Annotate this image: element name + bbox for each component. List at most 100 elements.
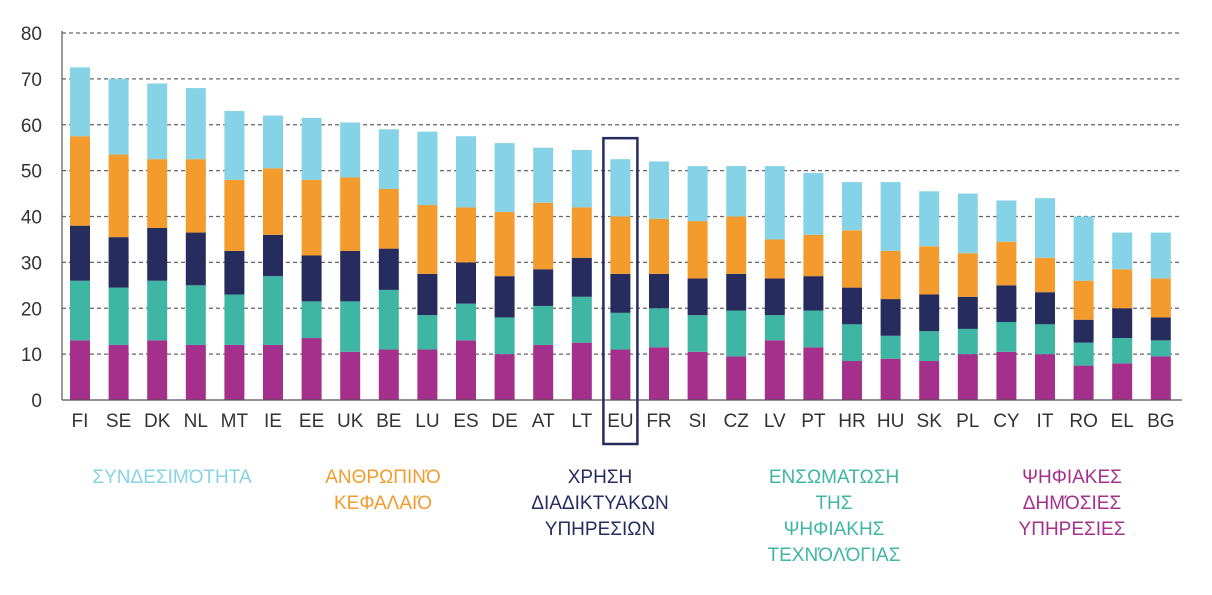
bar-segment-use_of_internet_services	[687, 278, 708, 316]
bar-segment-human_capital	[996, 241, 1017, 286]
bar-segment-human_capital	[919, 246, 940, 295]
legend-item-use_of_internet_services: ΧΡΗΣΗ ΔΙΑΔΙΚΤΥΑΚΩΝ ΥΠΗΡΕΣΙΩΝ	[531, 467, 668, 540]
bar-segment-integration_of_digital_technology	[610, 312, 631, 350]
y-tick-label: 30	[21, 253, 42, 274]
bar-segment-connectivity	[70, 67, 90, 137]
x-tick-label: LV	[764, 411, 786, 432]
bar-segment-integration_of_digital_technology	[1073, 342, 1094, 366]
bar-segment-human_capital	[185, 159, 206, 233]
legend-label: ΣΥΝΔΕΣΙΜΌΤΗΤΑ	[92, 467, 252, 488]
legend-item-integration_of_digital_technology: ΕΝΣΩΜΑΤΩΣΗ ΤΗΣ ΨΗΦΙΑΚΗΣ ΤΕΧΝΌΛΌΓΙΑΣ	[768, 467, 901, 566]
bar-segment-integration_of_digital_technology	[1150, 340, 1171, 357]
bar-segment-digital_public_services	[957, 354, 978, 400]
bar-segment-human_capital	[649, 218, 669, 274]
bar-segment-use_of_internet_services	[108, 237, 129, 288]
bar-segment-use_of_internet_services	[764, 278, 785, 316]
legend: ΣΥΝΔΕΣΙΜΌΤΗΤΑ ΑΝΘΡΩΠΙΝΌ ΚΕΦΑΛΑΙΌ ΧΡΗΣΗ ΔΙΑΔΙ…	[92, 467, 1125, 566]
bar-segment-connectivity	[842, 182, 862, 231]
bar-segment-integration_of_digital_technology	[1112, 338, 1133, 364]
bar-segment-connectivity	[726, 166, 747, 217]
x-tick-label: RO	[1069, 411, 1098, 432]
bar-segment-integration_of_digital_technology	[494, 317, 515, 355]
bar-segment-digital_public_services	[1150, 356, 1171, 400]
x-tick-label: EU	[607, 411, 633, 432]
bar-segment-use_of_internet_services	[456, 262, 476, 304]
bar-segment-human_capital	[456, 207, 476, 263]
bar-segment-human_capital	[1112, 269, 1133, 309]
bar-segment-connectivity	[803, 172, 824, 235]
bar-segment-use_of_internet_services	[919, 294, 940, 332]
bar-segment-digital_public_services	[378, 349, 399, 400]
legend-label: ΑΝΘΡΩΠΙΝΌ	[325, 467, 440, 488]
bar-segment-human_capital	[378, 188, 399, 249]
legend-label: ΤΕΧΝΌΛΌΓΙΑΣ	[768, 545, 901, 566]
bar-segment-digital_public_services	[417, 349, 438, 400]
bar-segment-integration_of_digital_technology	[1035, 324, 1055, 355]
bar-segment-human_capital	[70, 136, 90, 226]
legend-label: ΧΡΗΣΗ	[568, 467, 633, 488]
x-tick-label: PL	[956, 411, 979, 432]
x-tick-label: AT	[532, 411, 555, 432]
bar-segment-integration_of_digital_technology	[417, 315, 438, 350]
x-tick-label: EL	[1111, 411, 1134, 432]
bar-segment-use_of_internet_services	[957, 296, 978, 329]
bar-segment-human_capital	[147, 159, 168, 228]
y-tick-label: 0	[31, 391, 42, 412]
bar-segment-use_of_internet_services	[301, 255, 322, 302]
bar-segment-integration_of_digital_technology	[764, 315, 785, 341]
bar-segment-integration_of_digital_technology	[263, 276, 283, 345]
bar-segment-integration_of_digital_technology	[726, 310, 747, 357]
bar-segment-use_of_internet_services	[263, 234, 283, 277]
legend-label: ΤΗΣ	[815, 493, 852, 514]
x-tick-label: UK	[337, 411, 364, 432]
axes: 0 10 20 30 40 50 60 70 80 FI SE DK NL MT IE EE UK BE LU ES D…	[21, 24, 1182, 446]
bar-segment-connectivity	[224, 110, 245, 180]
bar-segment-integration_of_digital_technology	[957, 328, 978, 355]
x-tick-label: SI	[689, 411, 707, 432]
y-tick-label: 60	[21, 116, 42, 137]
bar-segment-connectivity	[456, 136, 476, 208]
bar-segment-use_of_internet_services	[842, 287, 862, 325]
bar-segment-human_capital	[1035, 257, 1055, 293]
bar-segment-digital_public_services	[880, 358, 901, 400]
bar-segment-use_of_internet_services	[224, 250, 245, 295]
bar-segment-human_capital	[571, 207, 592, 258]
bar-segment-connectivity	[108, 78, 129, 155]
bar-segment-digital_public_services	[147, 340, 168, 400]
x-tick-label: NL	[184, 411, 208, 432]
legend-label: ΔΙΑΔΙΚΤΥΑΚΩΝ	[531, 493, 668, 514]
bar-segment-connectivity	[533, 147, 554, 203]
bar-segment-use_of_internet_services	[70, 225, 90, 281]
bars	[70, 67, 1171, 400]
bar-segment-use_of_internet_services	[185, 232, 206, 286]
y-tick-label: 80	[21, 24, 42, 45]
bar-segment-connectivity	[919, 191, 940, 247]
bar-segment-use_of_internet_services	[726, 273, 747, 311]
y-tick-label: 50	[21, 162, 42, 183]
legend-label: ΚΕΦΑΛΑΙΌ	[334, 493, 432, 514]
bar-segment-integration_of_digital_technology	[571, 296, 592, 343]
x-tick-label: SE	[106, 411, 131, 432]
bar-segment-connectivity	[340, 122, 361, 178]
legend-label: ΥΠΗΡΕΣΙΩΝ	[545, 519, 655, 540]
bar-segment-use_of_internet_services	[417, 273, 438, 316]
bar-segment-human_capital	[533, 202, 554, 270]
bar-segment-connectivity	[571, 149, 592, 208]
bar-segment-digital_public_services	[610, 349, 631, 400]
bar-segment-connectivity	[764, 166, 785, 240]
bar-segment-integration_of_digital_technology	[649, 308, 669, 348]
x-tick-label: HU	[877, 411, 904, 432]
legend-label: ΨΗΦΙΑΚΗΣ	[784, 519, 885, 540]
x-tick-label: CY	[993, 411, 1020, 432]
bar-segment-connectivity	[649, 161, 669, 219]
bar-segment-connectivity	[1073, 216, 1094, 281]
bar-segment-connectivity	[880, 182, 901, 251]
bar-segment-digital_public_services	[571, 342, 592, 400]
bar-segment-digital_public_services	[340, 351, 361, 400]
bar-segment-human_capital	[764, 239, 785, 279]
bar-segment-use_of_internet_services	[880, 299, 901, 336]
bar-segment-use_of_internet_services	[533, 269, 554, 306]
bar-segment-human_capital	[726, 216, 747, 274]
x-tick-label: MT	[221, 411, 249, 432]
legend-item-digital_public_services: ΨΗΦΙΑΚΕΣ ΔΗΜΌΣΙΕΣ ΥΠΗΡΕΣΙΕΣ	[1019, 467, 1126, 540]
